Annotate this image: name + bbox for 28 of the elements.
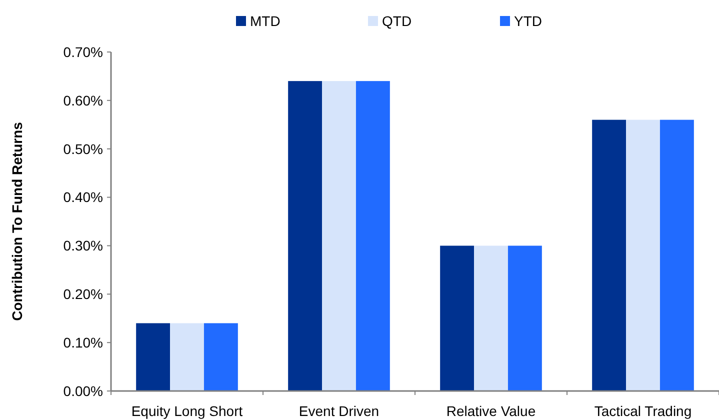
- bar: [592, 120, 626, 391]
- y-tick-label: 0.30%: [63, 238, 103, 254]
- y-tick-label: 0.70%: [63, 44, 103, 60]
- y-axis-title: Contribution To Fund Returns: [9, 122, 25, 321]
- y-tick-label: 0.10%: [63, 334, 103, 350]
- x-tick-label: Tactical Trading: [594, 403, 692, 419]
- bar: [322, 81, 356, 391]
- bar: [288, 81, 322, 391]
- bar: [508, 246, 542, 391]
- bar: [626, 120, 660, 391]
- bar: [440, 246, 474, 391]
- x-tick-label: Relative Value: [446, 403, 536, 419]
- x-tick-label: Equity Long Short: [131, 403, 243, 419]
- legend-label: YTD: [514, 13, 542, 29]
- y-tick-label: 0.00%: [63, 382, 103, 399]
- y-tick-label: 0.20%: [63, 286, 103, 302]
- bar: [170, 323, 204, 391]
- legend-label: MTD: [250, 13, 280, 29]
- bar: [136, 323, 170, 391]
- y-tick-label: 0.40%: [63, 189, 103, 206]
- bar: [474, 246, 508, 391]
- bar: [204, 323, 238, 391]
- y-tick-label: 0.60%: [63, 92, 103, 108]
- bar: [660, 120, 694, 391]
- bar: [356, 81, 390, 391]
- y-tick-label: 0.50%: [63, 140, 103, 157]
- legend-label: QTD: [382, 13, 412, 29]
- x-tick-label: Event Driven: [298, 403, 380, 419]
